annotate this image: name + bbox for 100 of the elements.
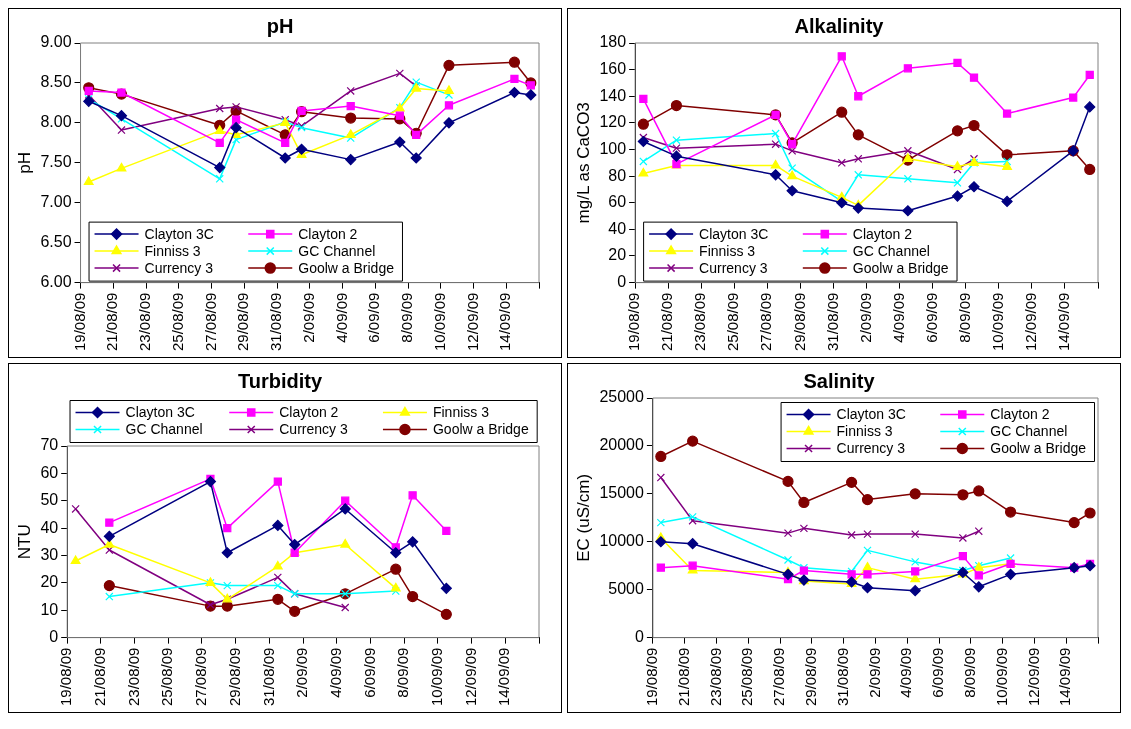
x-tick-label: 4/09/09	[889, 292, 907, 343]
x-tick-label: 19/08/09	[643, 647, 661, 706]
y-tick-label: 0	[634, 628, 644, 646]
legend-label: Finniss 3	[699, 242, 756, 259]
x-tick-label: 4/09/09	[326, 647, 344, 698]
legend-label: Clayton 2	[298, 225, 358, 242]
chart-title: Turbidity	[237, 369, 323, 392]
x-tick-label: 8/09/09	[960, 647, 978, 698]
x-tick-label: 6/09/09	[922, 292, 940, 343]
y-tick-label: 5000	[608, 580, 644, 598]
y-tick-label: 40	[608, 219, 627, 237]
y-tick-label: 70	[40, 436, 59, 454]
legend-label: Clayton 2	[990, 406, 1050, 423]
y-axis-title: pH	[14, 151, 34, 174]
legend-label: Clayton 3C	[125, 404, 195, 421]
y-tick-label: 60	[608, 193, 627, 211]
legend-label: Goolw a Bridge	[432, 421, 529, 438]
legend-label: Currency 3	[144, 259, 214, 276]
y-tick-label: 10000	[599, 532, 644, 550]
x-tick-label: 8/09/09	[394, 647, 412, 698]
x-tick-label: 2/09/09	[865, 647, 883, 698]
x-tick-label: 8/09/09	[398, 292, 416, 343]
x-tick-label: 12/09/09	[1022, 292, 1040, 351]
x-tick-label: 14/09/09	[1055, 292, 1073, 351]
y-tick-label: 8.50	[40, 73, 72, 91]
legend-label: Clayton 3C	[699, 225, 769, 242]
x-tick-label: 19/08/09	[57, 647, 75, 706]
x-tick-label: 25/08/09	[158, 647, 176, 706]
x-tick-label: 2/09/09	[856, 292, 874, 343]
x-tick-label: 23/08/09	[136, 292, 154, 351]
x-tick-label: 10/09/09	[988, 292, 1006, 351]
y-tick-label: 100	[599, 139, 627, 157]
y-tick-label: 20	[608, 246, 627, 264]
legend-label: Clayton 2	[852, 225, 913, 242]
y-tick-label: 7.50	[40, 153, 72, 171]
legend-label: Goolw a Bridge	[852, 259, 949, 276]
x-tick-label: 10/09/09	[992, 647, 1010, 706]
y-tick-label: 10	[40, 600, 59, 618]
x-tick-label: 29/08/09	[234, 292, 252, 351]
y-tick-label: 0	[617, 273, 627, 291]
y-tick-label: 9.00	[40, 33, 72, 51]
y-tick-label: 20000	[599, 436, 644, 454]
y-tick-label: 50	[40, 491, 59, 509]
y-tick-label: 15000	[599, 484, 644, 502]
y-tick-label: 160	[599, 60, 627, 78]
y-tick-label: 7.00	[40, 193, 72, 211]
x-tick-label: 12/09/09	[461, 647, 479, 706]
y-axis-title: mg/L as CaCO3	[573, 102, 593, 224]
legend-label: Goolw a Bridge	[298, 259, 395, 276]
chart-title: pH	[266, 14, 294, 37]
x-tick-label: 14/09/09	[495, 647, 513, 706]
y-tick-label: 180	[599, 33, 627, 51]
x-tick-label: 19/08/09	[625, 292, 643, 351]
x-tick-label: 27/08/09	[192, 647, 210, 706]
legend-label: GC Channel	[852, 242, 930, 259]
x-tick-label: 31/08/09	[267, 292, 285, 351]
x-tick-label: 21/08/09	[658, 292, 676, 351]
y-tick-label: 6.50	[40, 233, 72, 251]
legend-label: Finniss 3	[836, 423, 893, 440]
y-tick-label: 8.00	[40, 113, 72, 131]
chart-title: Salinity	[803, 369, 876, 392]
legend-label: Clayton 3C	[836, 406, 906, 423]
y-tick-label: 140	[599, 86, 627, 104]
x-tick-label: 8/09/09	[955, 292, 973, 343]
legend-label: GC Channel	[125, 421, 203, 438]
legend-label: Currency 3	[836, 440, 906, 457]
chart-title: Alkalinity	[794, 14, 885, 37]
x-tick-label: 12/09/09	[463, 292, 481, 351]
y-axis-title: NTU	[14, 524, 34, 560]
y-tick-label: 6.00	[40, 273, 72, 291]
y-tick-label: 60	[40, 463, 59, 481]
legend-label: Goolw a Bridge	[990, 440, 1087, 457]
x-tick-label: 6/09/09	[365, 292, 383, 343]
x-tick-label: 29/08/09	[225, 647, 243, 706]
x-tick-label: 10/09/09	[430, 292, 448, 351]
x-tick-label: 31/08/09	[823, 292, 841, 351]
x-tick-label: 27/08/09	[757, 292, 775, 351]
x-tick-label: 2/09/09	[293, 647, 311, 698]
x-tick-label: 29/08/09	[790, 292, 808, 351]
x-tick-label: 23/08/09	[691, 292, 709, 351]
y-tick-label: 30	[40, 545, 59, 563]
x-tick-label: 4/09/09	[332, 292, 350, 343]
x-tick-label: 29/08/09	[802, 647, 819, 706]
legend-label: GC Channel	[990, 423, 1068, 440]
legend-label: Finniss 3	[432, 404, 490, 421]
x-tick-label: 31/08/09	[833, 647, 851, 706]
x-tick-label: 23/08/09	[124, 647, 142, 706]
x-tick-label: 23/08/09	[706, 647, 724, 706]
y-tick-label: 40	[40, 518, 59, 536]
x-tick-label: 12/09/09	[1024, 647, 1042, 706]
legend-label: Currency 3	[699, 259, 768, 276]
y-tick-label: 0	[49, 628, 59, 646]
x-tick-label: 21/08/09	[91, 647, 109, 706]
x-tick-label: 19/08/09	[70, 292, 88, 351]
x-tick-label: 31/08/09	[259, 647, 277, 706]
legend-label: GC Channel	[298, 242, 376, 259]
x-tick-label: 4/09/09	[897, 647, 915, 698]
x-tick-label: 14/09/09	[496, 292, 514, 351]
y-tick-label: 120	[599, 113, 627, 131]
y-tick-label: 80	[608, 166, 627, 184]
